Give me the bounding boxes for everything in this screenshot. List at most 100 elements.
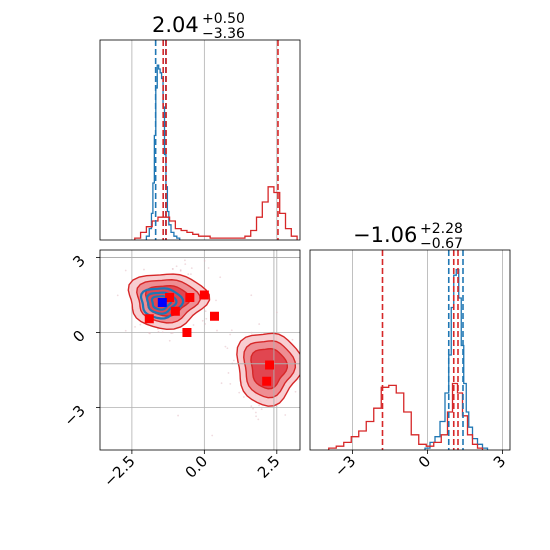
sample-point <box>258 404 260 407</box>
plot-area <box>100 247 314 450</box>
sample-point <box>229 382 232 385</box>
sample-point <box>232 359 235 362</box>
sample-point <box>121 247 123 249</box>
red-marker <box>199 290 209 300</box>
sample-point <box>207 267 210 269</box>
sample-point <box>175 265 178 268</box>
sample-point <box>250 405 253 408</box>
sample-point <box>260 408 263 411</box>
sample-point <box>257 418 260 421</box>
histogram-red <box>134 186 298 240</box>
y-tick-label: −3 <box>60 402 88 430</box>
sample-point <box>190 267 193 270</box>
sample-point <box>306 371 308 373</box>
sample-point <box>238 391 241 394</box>
sample-point <box>201 319 204 322</box>
panel-frame <box>309 249 511 451</box>
sample-point <box>250 294 253 297</box>
sample-point <box>204 323 206 325</box>
sample-point <box>275 311 278 314</box>
y-tick-label: 3 <box>69 252 88 271</box>
sample-point <box>124 269 127 272</box>
sample-point <box>161 331 164 334</box>
red-marker <box>170 306 180 316</box>
sample-point <box>149 332 151 335</box>
sample-point <box>306 390 308 392</box>
sample-point <box>224 345 227 348</box>
sample-point <box>302 345 304 347</box>
sample-point <box>183 259 186 262</box>
sample-point <box>304 380 306 382</box>
sample-point <box>179 269 182 271</box>
sample-point <box>134 325 136 328</box>
joint-scatter-panel: −2.5 0.0 2.5 3 0 −3 <box>60 247 314 491</box>
sample-point <box>205 317 208 320</box>
x-tick-label: 0 <box>415 452 434 471</box>
sample-point <box>168 339 171 342</box>
red-marker <box>165 293 175 302</box>
panel-title-minus: −0.67 <box>420 236 463 252</box>
sample-point <box>308 375 310 377</box>
sample-point <box>219 276 222 279</box>
red-marker <box>144 314 154 324</box>
sample-point <box>220 382 223 385</box>
histogram-red <box>328 382 484 450</box>
histogram-blue <box>145 64 181 240</box>
panel-title-plus: +0.50 <box>202 11 245 27</box>
contour-blue-2-0 <box>139 287 185 320</box>
sample-point <box>307 365 309 367</box>
sample-point <box>204 310 207 312</box>
panel-title-value: −1.06 <box>353 223 417 247</box>
sample-point <box>116 294 119 297</box>
panel-title-minus: −3.36 <box>202 26 245 42</box>
sample-point <box>215 299 217 302</box>
panel-title-plus: +2.28 <box>420 221 463 237</box>
x-tick-label: 3 <box>490 452 509 471</box>
panel-frame <box>99 249 301 451</box>
sample-point <box>184 263 187 266</box>
x-tick-label: 2.5 <box>254 452 284 482</box>
sample-point <box>291 338 294 341</box>
marginal-y-panel: −3 0 3 −1.06 +2.28−0.67 <box>309 221 511 480</box>
sample-point <box>258 323 261 325</box>
sample-point <box>211 434 214 437</box>
sample-point <box>170 332 173 335</box>
x-tick-label: −3 <box>331 452 359 480</box>
sample-point <box>255 415 257 418</box>
red-marker <box>182 328 192 337</box>
red-marker <box>185 293 195 302</box>
red-marker <box>265 360 275 370</box>
panel-title-value: 2.04 <box>152 13 199 37</box>
sample-point <box>187 273 190 276</box>
red-marker <box>209 311 219 321</box>
sample-point <box>171 267 174 270</box>
sample-point <box>242 396 245 398</box>
sample-point <box>139 323 142 326</box>
x-tick-label: −2.5 <box>100 452 138 490</box>
sample-point <box>177 414 179 417</box>
blue-marker <box>157 298 167 307</box>
sample-point <box>308 414 310 416</box>
red-marker <box>262 376 272 386</box>
sample-point <box>294 390 297 393</box>
sample-point <box>229 333 232 336</box>
sample-point <box>284 414 287 416</box>
sample-point <box>301 356 303 358</box>
sample-point <box>216 329 218 332</box>
sample-point <box>312 357 314 359</box>
sample-point <box>250 331 253 334</box>
marginal-x-panel: 2.04 +0.50−3.36 <box>99 11 301 241</box>
sample-point <box>252 407 254 410</box>
sample-point <box>171 332 174 334</box>
sample-point <box>124 329 127 332</box>
histogram-blue <box>424 268 489 450</box>
sample-point <box>254 411 257 414</box>
sample-point <box>190 273 192 276</box>
sample-point <box>203 260 206 262</box>
sample-point <box>227 372 230 374</box>
sample-point <box>226 347 229 350</box>
sample-point <box>143 268 145 271</box>
panel-frame <box>99 39 301 241</box>
sample-point <box>157 330 160 333</box>
